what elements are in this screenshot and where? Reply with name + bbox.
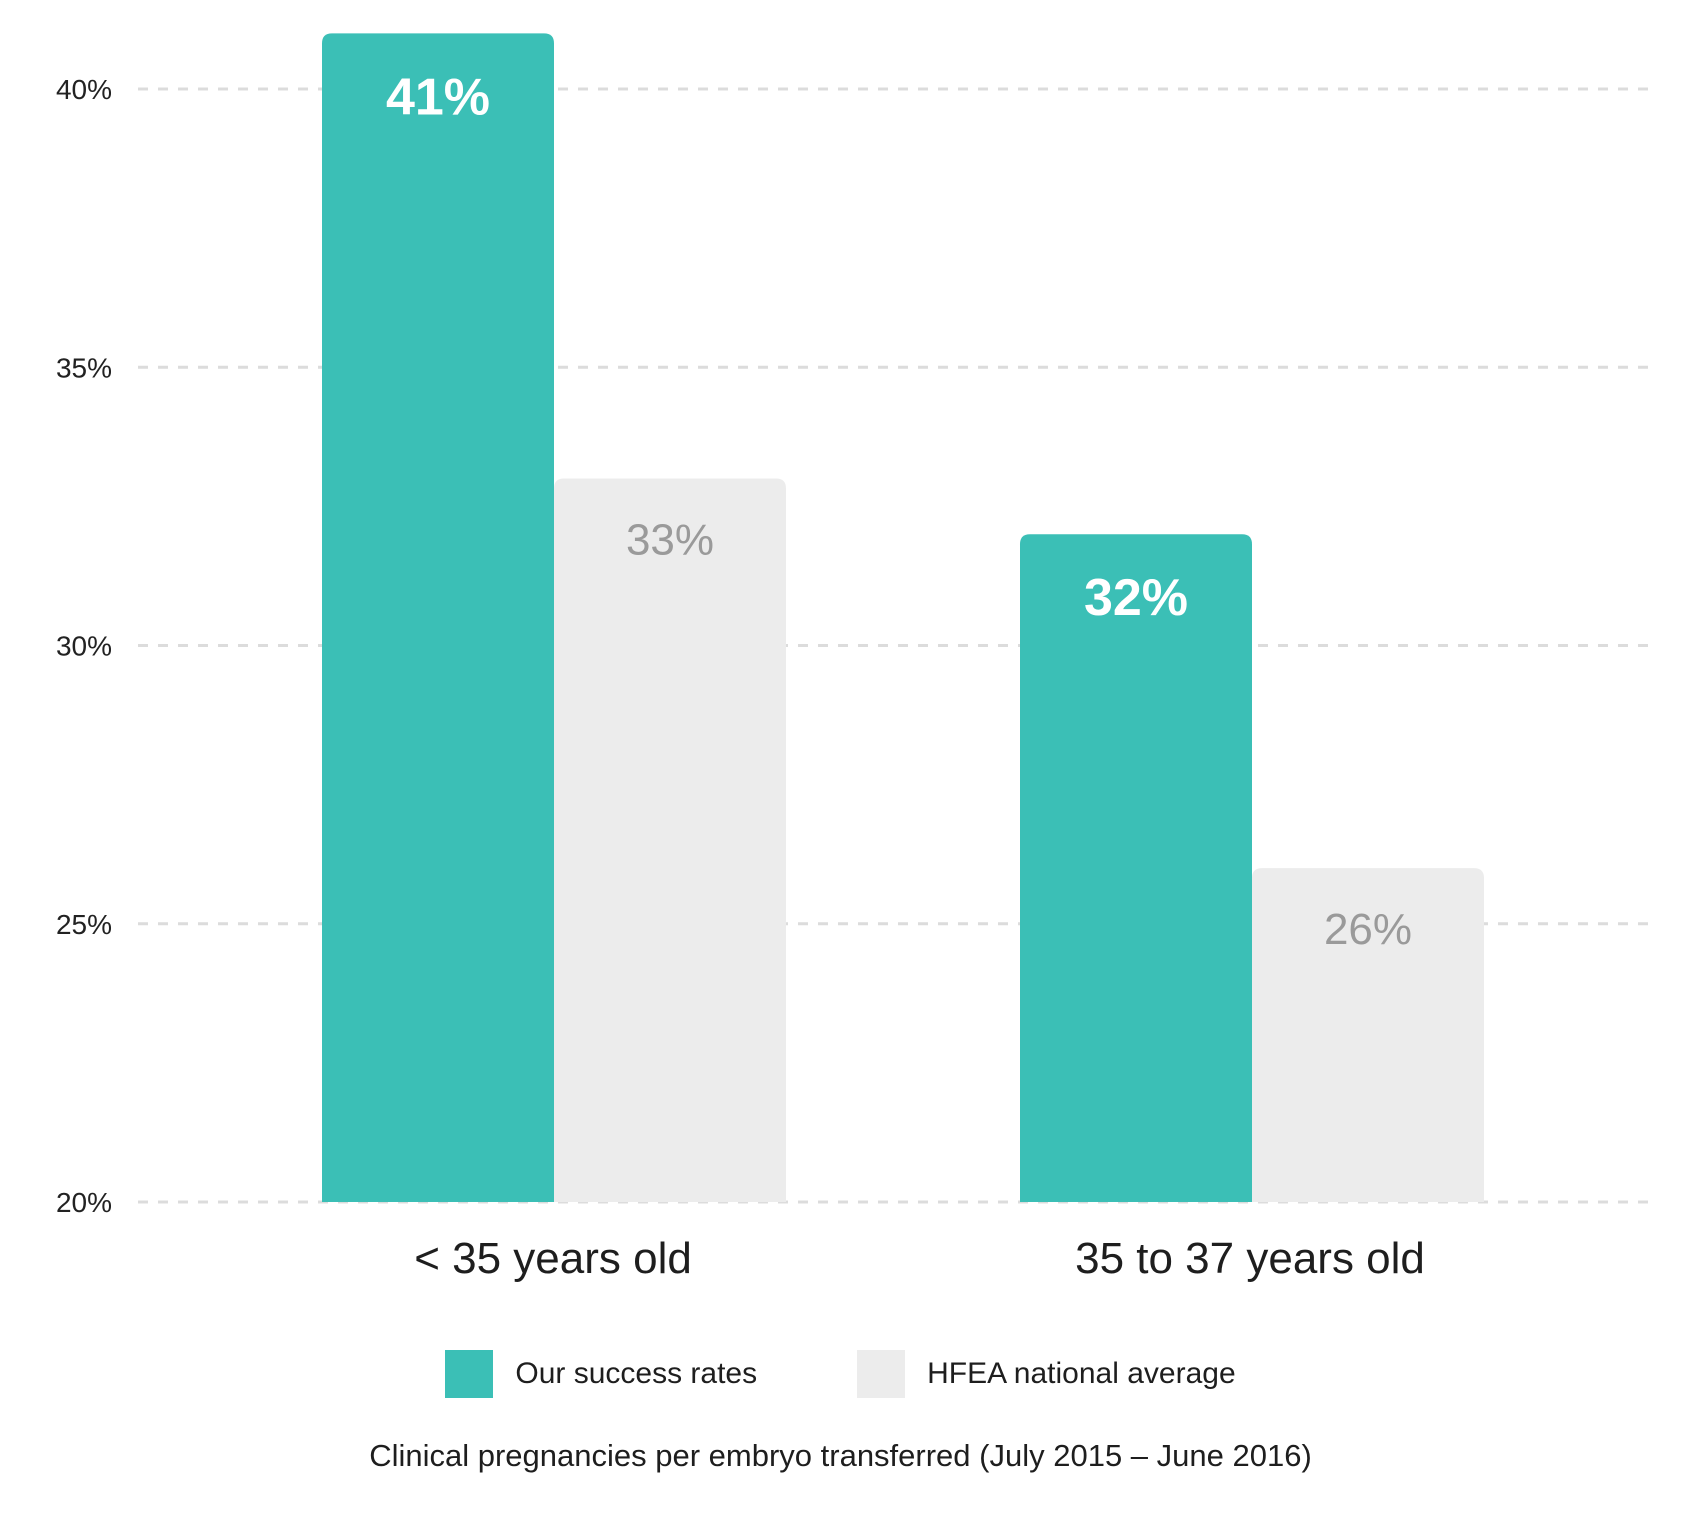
bar-hfea-average[interactable] (554, 478, 786, 1202)
value-labels: 41% 33% 32% 26% (386, 68, 1412, 954)
legend-swatch-hfea (857, 1350, 906, 1398)
bar-value-label: 33% (626, 516, 714, 565)
legend-swatch-ours (445, 1350, 494, 1398)
bars (322, 33, 1484, 1203)
legend: Our success rates HFEA national average (0, 1350, 1681, 1398)
bar-value-label: 32% (1084, 569, 1188, 627)
bar-our-success-rate[interactable] (322, 33, 554, 1203)
y-tick-label: 20% (56, 1187, 112, 1218)
y-tick-label: 30% (56, 631, 112, 662)
bar-value-label: 41% (386, 68, 490, 126)
bar-value-label: 26% (1324, 905, 1412, 954)
legend-label-ours: Our success rates (515, 1357, 758, 1390)
y-tick-label: 25% (56, 909, 112, 940)
bar-our-success-rate[interactable] (1020, 534, 1252, 1202)
y-tick-label: 35% (56, 352, 112, 383)
legend-item-ours[interactable]: Our success rates (445, 1350, 757, 1398)
x-category-label: < 35 years old (414, 1234, 692, 1283)
y-tick-label: 40% (56, 74, 112, 105)
legend-item-hfea[interactable]: HFEA national average (857, 1350, 1236, 1398)
category-labels: < 35 years old 35 to 37 years old (414, 1234, 1425, 1283)
x-category-label: 35 to 37 years old (1075, 1234, 1425, 1283)
legend-label-hfea: HFEA national average (927, 1357, 1236, 1390)
bar-chart: 20% 25% 30% 35% 40% 41% 33% 32% 26% < 35 years … (56, 33, 1650, 1283)
y-axis-ticks: 20% 25% 30% 35% 40% (56, 74, 112, 1218)
bar-hfea-average[interactable] (1252, 868, 1484, 1202)
chart-caption: Clinical pregnancies per embryo transfer… (369, 1438, 1312, 1473)
